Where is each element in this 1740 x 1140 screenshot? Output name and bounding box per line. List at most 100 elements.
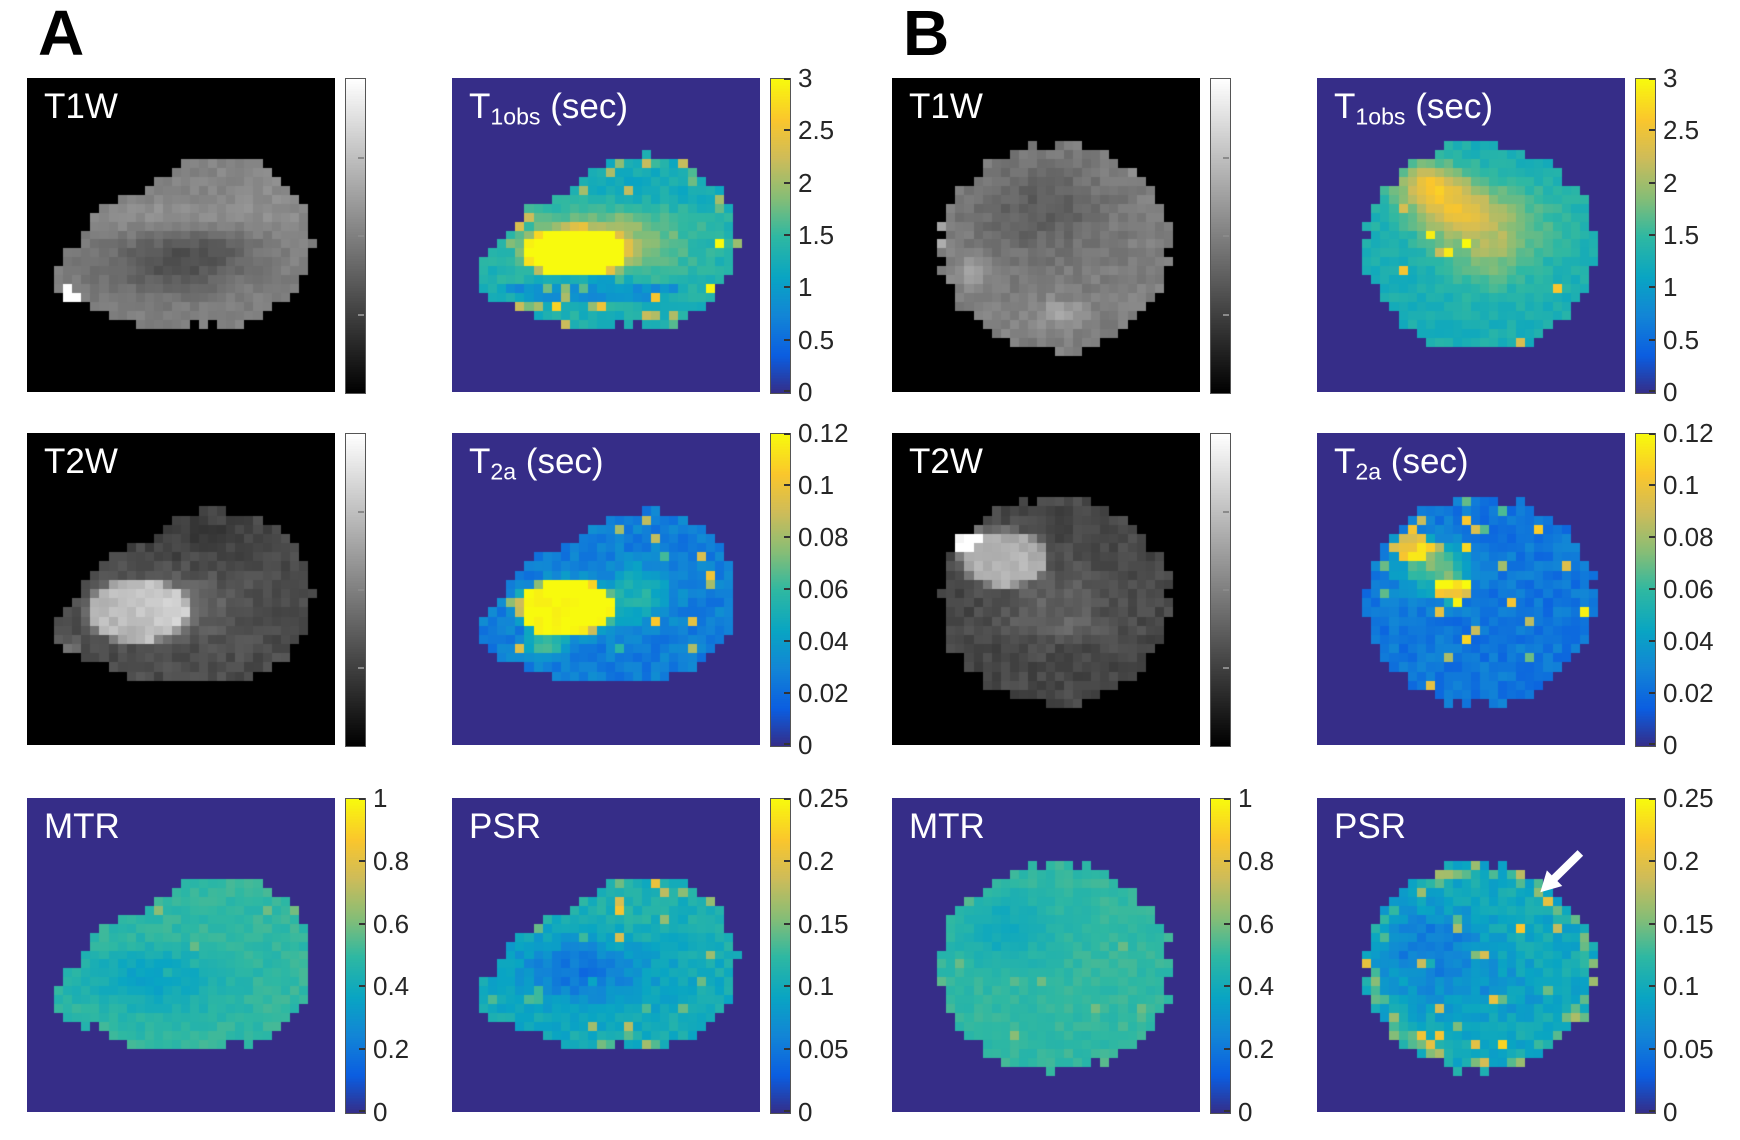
t2a-map-canvas bbox=[452, 433, 760, 745]
colorbar-tick bbox=[784, 985, 790, 987]
panel-a-t1w-colorbar bbox=[345, 78, 435, 394]
colorbar-tick bbox=[784, 860, 790, 862]
panel-b-t2a-colorbar: 0.12 0.1 0.08 0.06 0.04 0.02 0 bbox=[1635, 420, 1725, 758]
colorbar-tick-label: 0.5 bbox=[1663, 325, 1700, 355]
colorbar-minor-tick bbox=[358, 157, 364, 159]
colorbar-tick bbox=[1649, 536, 1655, 538]
colorbar-tick bbox=[784, 798, 790, 800]
panel-b-t2a-map: T2a (sec) bbox=[1317, 433, 1625, 745]
colorbar-tick bbox=[784, 339, 790, 341]
map-title-text: PSR bbox=[1334, 807, 1406, 846]
t1w-map-canvas bbox=[892, 78, 1200, 392]
map-title-text: PSR bbox=[469, 807, 541, 846]
colorbar-tick bbox=[359, 798, 365, 800]
colorbar-tick bbox=[1649, 923, 1655, 925]
colorbar-tick bbox=[1649, 860, 1655, 862]
map-title-t2a: T2a (sec) bbox=[469, 442, 604, 485]
colorbar-tick bbox=[784, 433, 790, 435]
map-title-text: T bbox=[1334, 87, 1356, 126]
colorbar-tick bbox=[359, 1110, 365, 1112]
panel-a-t2w-map: T2W bbox=[27, 433, 335, 745]
colorbar-tick bbox=[784, 78, 790, 80]
panel-b-t1w-map: T1W bbox=[892, 78, 1200, 392]
colorbar-tick bbox=[784, 129, 790, 131]
colorbar-tick-label: 0.05 bbox=[1663, 1034, 1714, 1064]
colorbar-tick bbox=[784, 1048, 790, 1050]
colorbar-tick-label: 2 bbox=[798, 168, 813, 198]
colorbar-tick-label: 0.12 bbox=[1663, 418, 1714, 448]
t1w-map-canvas bbox=[27, 78, 335, 392]
colorbar-tick bbox=[1649, 286, 1655, 288]
colorbar-tick-label: 0.25 bbox=[1663, 783, 1714, 813]
panel-b-psr-map: PSR bbox=[1317, 798, 1625, 1112]
colorbar-tick-label: 0.15 bbox=[798, 909, 849, 939]
map-title-subscript: 1obs bbox=[490, 103, 541, 130]
panel-a-mtr-map: MTR bbox=[27, 798, 335, 1112]
panel-a-t1w-map: T1W bbox=[27, 78, 335, 392]
colorbar-tick bbox=[784, 536, 790, 538]
colorbar-tick-label: 0.2 bbox=[373, 1034, 410, 1064]
colorbar-tick-label: 0.12 bbox=[798, 418, 849, 448]
colorbar-tick bbox=[784, 234, 790, 236]
colorbar-tick-label: 1 bbox=[373, 783, 388, 813]
colorbar-tick bbox=[1649, 484, 1655, 486]
colorbar-tick-label: 0.04 bbox=[798, 626, 849, 656]
colorbar-tick-label: 0.1 bbox=[798, 971, 835, 1001]
panel-a-psr-colorbar: 0.25 0.2 0.15 0.1 0.05 0 bbox=[770, 785, 860, 1125]
colorbar-tick-label: 0.4 bbox=[1238, 971, 1275, 1001]
colorbar-tick bbox=[1649, 985, 1655, 987]
mtr-map-canvas bbox=[892, 798, 1200, 1112]
psr-colorbar-gradient bbox=[1635, 798, 1656, 1114]
colorbar-tick-label: 0.02 bbox=[1663, 678, 1714, 708]
colorbar-tick bbox=[1649, 182, 1655, 184]
map-title-text: T1W bbox=[44, 87, 118, 126]
colorbar-tick bbox=[359, 860, 365, 862]
map-title-mtr: MTR bbox=[44, 807, 120, 847]
panel-a-t1obs-colorbar: 3 2.5 2 1.5 1 0.5 0 bbox=[770, 65, 860, 405]
colorbar-tick-label: 2.5 bbox=[798, 115, 835, 145]
map-title-text: T bbox=[469, 442, 491, 481]
colorbar-tick bbox=[784, 640, 790, 642]
colorbar-tick bbox=[1649, 743, 1655, 745]
psr-colorbar-gradient bbox=[770, 798, 791, 1114]
colorbar-tick-label: 0 bbox=[373, 1097, 388, 1127]
t2w-map-canvas bbox=[892, 433, 1200, 745]
colorbar-tick bbox=[359, 923, 365, 925]
panel-b-t2w-map: T2W bbox=[892, 433, 1200, 745]
map-title-subscript: 1obs bbox=[1355, 103, 1406, 130]
colorbar-minor-tick bbox=[358, 511, 364, 513]
map-title-t2w: T2W bbox=[909, 442, 983, 482]
colorbar-tick-label: 0.6 bbox=[1238, 909, 1275, 939]
colorbar-tick bbox=[1649, 433, 1655, 435]
colorbar-tick bbox=[784, 588, 790, 590]
colorbar-tick bbox=[1649, 390, 1655, 392]
colorbar-tick-label: 0.4 bbox=[373, 971, 410, 1001]
colorbar-tick bbox=[1224, 985, 1230, 987]
panel-b-label: B bbox=[903, 0, 950, 69]
colorbar-tick bbox=[359, 985, 365, 987]
panel-b-t2w-colorbar bbox=[1210, 433, 1300, 747]
map-title-psr: PSR bbox=[469, 807, 541, 847]
colorbar-tick-label: 0.6 bbox=[373, 909, 410, 939]
colorbar-tick bbox=[1649, 234, 1655, 236]
colorbar-tick-label: 0.2 bbox=[798, 846, 835, 876]
map-title-text: T2W bbox=[44, 442, 118, 481]
t2a-colorbar-gradient bbox=[770, 433, 791, 747]
map-title-suffix: (sec) bbox=[540, 87, 628, 126]
colorbar-tick-label: 0.08 bbox=[1663, 522, 1714, 552]
panel-a-psr-map: PSR bbox=[452, 798, 760, 1112]
t2w-map-canvas bbox=[27, 433, 335, 745]
map-title-t1obs: T1obs (sec) bbox=[469, 87, 628, 130]
panel-b-t1w-colorbar bbox=[1210, 78, 1300, 394]
panel-b-t1obs-colorbar: 3 2.5 2 1.5 1 0.5 0 bbox=[1635, 65, 1725, 405]
t2a-map-canvas bbox=[1317, 433, 1625, 745]
colorbar-tick-label: 0.08 bbox=[798, 522, 849, 552]
colorbar-minor-tick bbox=[358, 314, 364, 316]
psr-map-canvas bbox=[1317, 798, 1625, 1112]
colorbar-tick bbox=[1224, 1110, 1230, 1112]
mtr-colorbar-gradient bbox=[1210, 798, 1231, 1114]
colorbar-minor-tick bbox=[1223, 667, 1229, 669]
colorbar-tick bbox=[359, 1048, 365, 1050]
colorbar-minor-tick bbox=[358, 589, 364, 591]
colorbar-tick-label: 2.5 bbox=[1663, 115, 1700, 145]
